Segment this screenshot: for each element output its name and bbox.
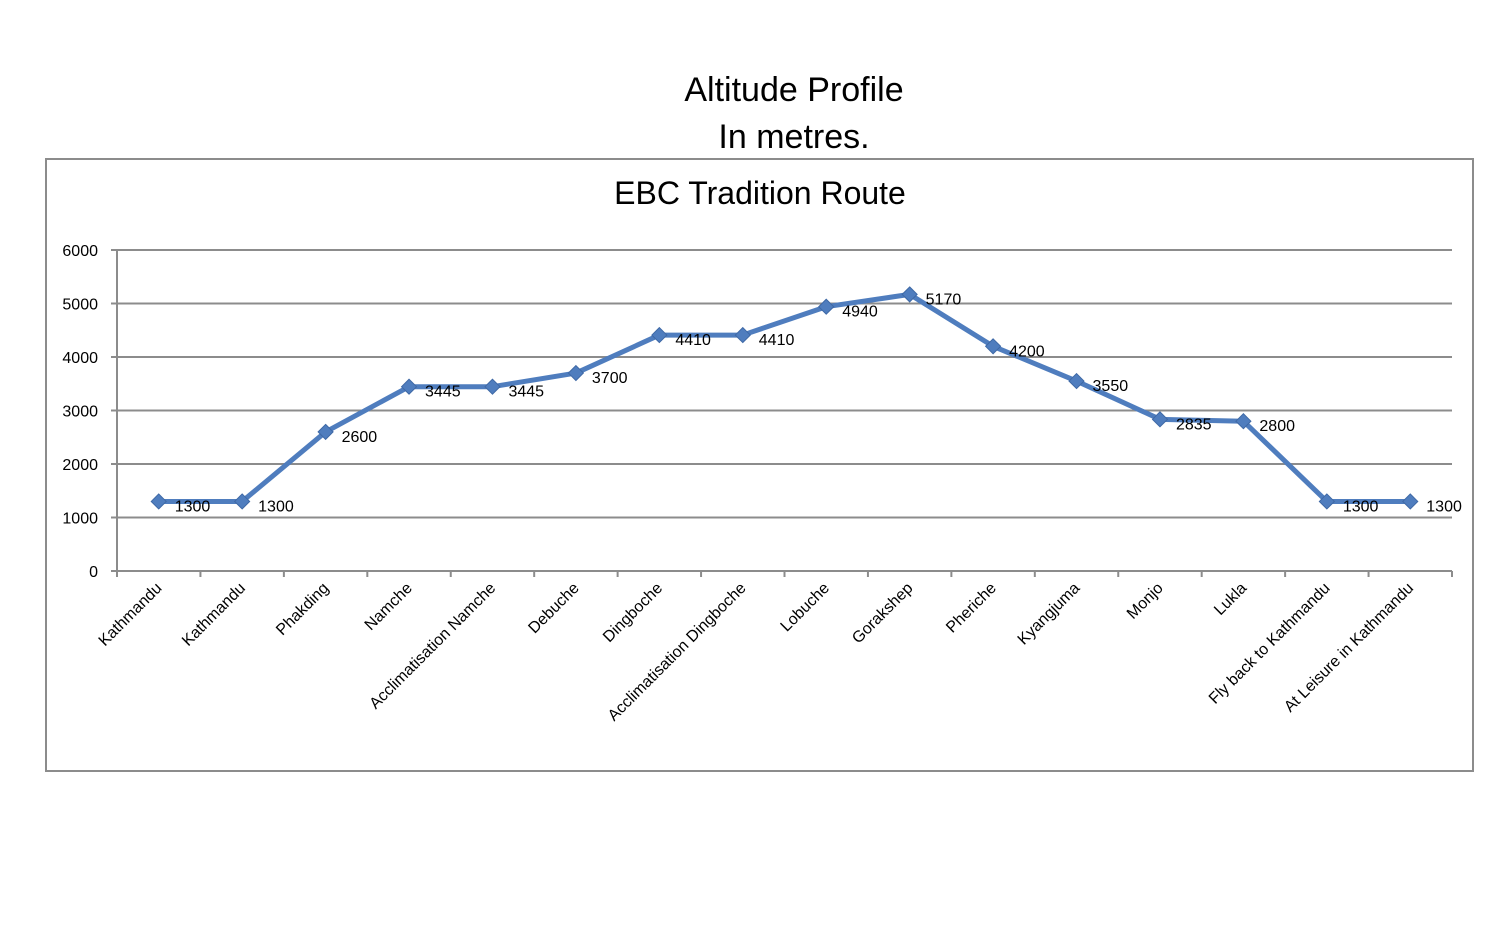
x-tick-label: Phakding [273,580,332,639]
x-tick-labels: Kathmandu Kathmandu Phakding Namche Acclimat… [96,580,1417,725]
x-tick-label: Dingboche [600,580,666,646]
data-label: 3700 [592,370,628,387]
data-label: 3550 [1093,378,1129,395]
data-label: 4940 [842,304,878,321]
data-label: 2800 [1259,418,1295,435]
data-point-marker [1235,412,1252,430]
data-point-marker [1318,493,1336,510]
page-heading-title: Altitude Profile [684,71,904,109]
data-point-marker [1402,493,1419,510]
x-tick-label: Monjo [1124,580,1167,623]
data-point-marker [233,493,251,510]
y-tick-label: 2000 [62,457,98,474]
data-label: 2600 [342,429,378,446]
x-tick-label: Acclimatisation Dingboche [605,580,750,725]
axes: 0 1000 2000 3000 4000 5000 6000 [62,243,1453,581]
y-tick-label: 6000 [62,243,98,260]
data-point-marker [734,326,751,344]
y-tick-label: 0 [89,564,98,581]
y-tick-label: 1000 [62,511,98,528]
x-tick-label: Namche [362,580,416,634]
data-label: 5170 [926,291,962,308]
data-label: 2835 [1176,416,1212,433]
chart-title: EBC Tradition Route [614,175,906,211]
x-tick-label: Kathmandu [96,580,166,650]
data-point-marker [317,423,334,441]
data-point-marker [984,338,1002,355]
data-point-marker [150,493,167,510]
x-tick-label: Pheriche [943,580,1000,637]
data-label: 4410 [675,332,711,349]
page-heading-subtitle: In metres. [718,118,870,156]
data-label: 1300 [1426,498,1462,515]
data-point-marker [1151,411,1169,428]
data-point-marker [484,378,501,395]
data-label: 3445 [508,384,544,401]
x-tick-label: Kyangjuma [1015,580,1084,649]
y-tick-label: 4000 [62,350,98,367]
data-point-marker [901,286,918,303]
x-tick-label: Gorakshep [849,580,916,647]
data-labels: 1300 1300 2600 3445 3445 3700 4410 4410 4940 5170… [175,291,1462,515]
series-line [158,291,1411,504]
x-tick-label: Lobuche [778,580,834,636]
y-tick-label: 3000 [62,404,98,421]
data-point-marker [651,326,668,344]
gridlines [111,249,1452,519]
x-tick-label: Kathmandu [179,580,249,650]
data-label: 1300 [258,498,294,515]
data-label: 1300 [1343,498,1379,515]
data-point-marker [1068,372,1085,390]
data-point-marker [400,378,418,395]
data-point-marker [818,298,835,315]
data-label: 1300 [175,498,211,515]
x-tick-label: Debuche [525,580,582,637]
data-label: 4410 [759,332,795,349]
data-point-marker [567,364,585,382]
y-tick-label: 5000 [62,297,98,314]
series-altitude [150,286,1419,510]
data-label: 3445 [425,384,461,401]
data-label: 4200 [1009,343,1045,360]
x-tick-label: Lukla [1211,580,1250,619]
